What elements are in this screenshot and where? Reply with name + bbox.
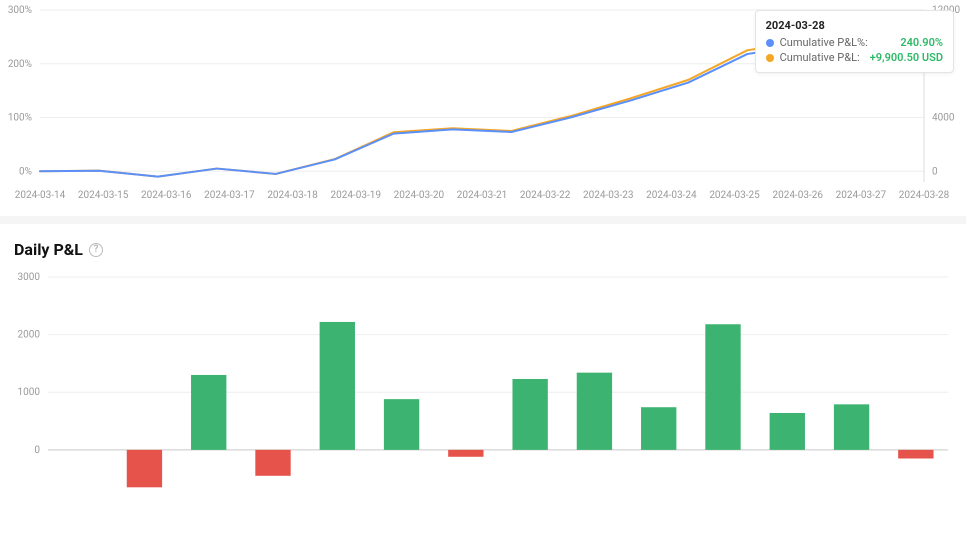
svg-text:2000: 2000 bbox=[18, 330, 41, 341]
svg-text:2024-03-27: 2024-03-27 bbox=[836, 190, 887, 201]
svg-text:1000: 1000 bbox=[18, 387, 41, 398]
svg-text:2024-03-25: 2024-03-25 bbox=[709, 190, 760, 201]
svg-text:0%: 0% bbox=[19, 166, 32, 177]
chart-tooltip: 2024-03-28 Cumulative P&L%: 240.90% Cumu… bbox=[755, 10, 954, 73]
section-divider bbox=[0, 216, 966, 224]
svg-text:2024-03-26: 2024-03-26 bbox=[772, 190, 823, 201]
daily-pnl-title: Daily P&L ? bbox=[8, 240, 958, 259]
svg-text:2024-03-20: 2024-03-20 bbox=[394, 190, 445, 201]
daily-pnl-title-text: Daily P&L bbox=[14, 240, 83, 259]
svg-text:2024-03-18: 2024-03-18 bbox=[267, 190, 318, 201]
svg-text:2024-03-22: 2024-03-22 bbox=[520, 190, 571, 201]
tooltip-val-pct: 240.90% bbox=[900, 36, 943, 49]
svg-text:2024-03-16: 2024-03-16 bbox=[141, 190, 192, 201]
svg-text:2024-03-19: 2024-03-19 bbox=[330, 190, 381, 201]
svg-text:100%: 100% bbox=[8, 113, 32, 124]
help-icon[interactable]: ? bbox=[89, 243, 103, 257]
svg-text:2024-03-21: 2024-03-21 bbox=[457, 190, 508, 201]
tooltip-label-abs: Cumulative P&L: bbox=[780, 51, 860, 64]
svg-text:0: 0 bbox=[34, 445, 40, 456]
svg-text:2024-03-28: 2024-03-28 bbox=[899, 190, 950, 201]
tooltip-val-abs: +9,900.50 USD bbox=[870, 51, 943, 64]
svg-text:300%: 300% bbox=[8, 5, 32, 16]
svg-text:2024-03-24: 2024-03-24 bbox=[646, 190, 697, 201]
svg-text:3000: 3000 bbox=[18, 272, 41, 283]
daily-bar-svg: 0 1000 2000 3000 bbox=[8, 267, 958, 527]
svg-text:4000: 4000 bbox=[932, 113, 955, 124]
svg-text:2024-03-17: 2024-03-17 bbox=[204, 190, 255, 201]
svg-text:2024-03-23: 2024-03-23 bbox=[583, 190, 634, 201]
cumulative-pnl-chart: 0%100%200%300%040008000120002024-03-1420… bbox=[0, 0, 966, 210]
daily-pnl-chart: 0 1000 2000 3000 bbox=[8, 267, 958, 527]
tooltip-date: 2024-03-28 bbox=[766, 19, 943, 32]
tooltip-row-pct: Cumulative P&L%: 240.90% bbox=[766, 36, 943, 49]
tooltip-dot-abs bbox=[766, 54, 774, 62]
tooltip-label-pct: Cumulative P&L%: bbox=[780, 36, 868, 49]
svg-text:0: 0 bbox=[932, 166, 938, 177]
svg-text:2024-03-15: 2024-03-15 bbox=[78, 190, 129, 201]
svg-text:200%: 200% bbox=[8, 59, 32, 70]
tooltip-row-abs: Cumulative P&L: +9,900.50 USD bbox=[766, 51, 943, 64]
svg-text:2024-03-14: 2024-03-14 bbox=[15, 190, 66, 201]
daily-pnl-section: Daily P&L ? 0 1000 2000 3000 bbox=[0, 224, 966, 527]
tooltip-dot-pct bbox=[766, 39, 774, 47]
